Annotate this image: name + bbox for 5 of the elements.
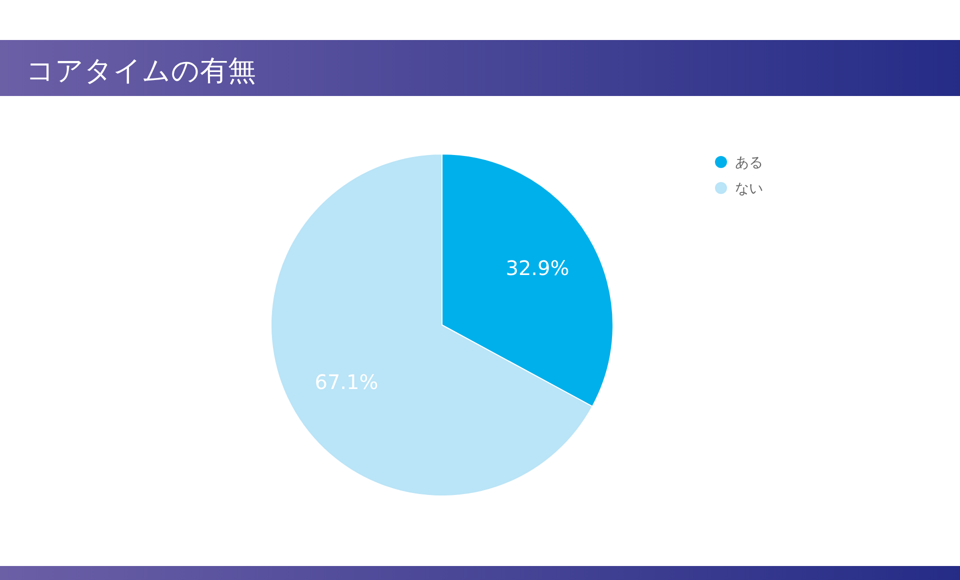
data-label: 32.9% [506, 256, 570, 280]
legend-label: ある [735, 155, 763, 171]
chart-title: コアタイムの有無 [26, 54, 256, 87]
legend-label: ない [735, 181, 763, 197]
data-label: 67.1% [314, 370, 378, 394]
